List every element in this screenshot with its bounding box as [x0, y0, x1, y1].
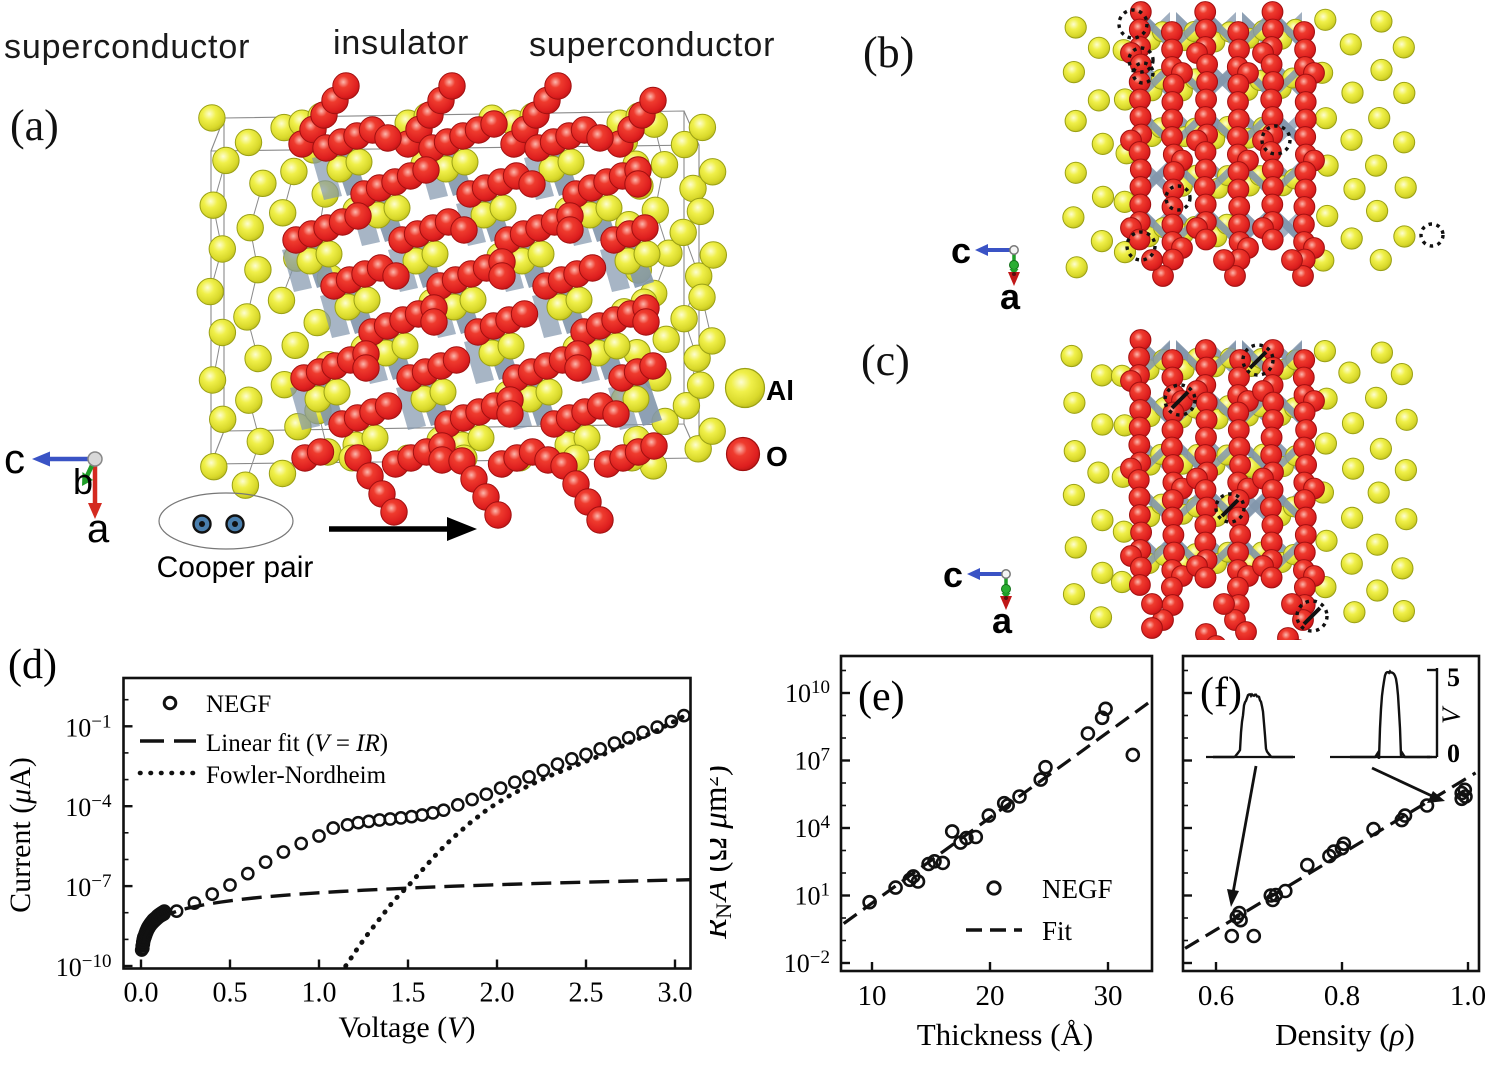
svg-text:Al: Al	[766, 375, 794, 406]
svg-text:0.6: 0.6	[1198, 980, 1234, 1012]
svg-text:Fowler-Nordheim: Fowler-Nordheim	[206, 762, 387, 789]
svg-text:b: b	[73, 461, 93, 502]
svg-text:1.5: 1.5	[391, 978, 426, 1009]
svg-text:2.5: 2.5	[569, 978, 604, 1009]
svg-text:c: c	[943, 554, 963, 595]
svg-text:5: 5	[1447, 663, 1460, 692]
svg-text:RNA (Ω μm2): RNA (Ω μm2)	[710, 765, 736, 940]
svg-text:Density (ρ): Density (ρ)	[1275, 1017, 1415, 1052]
svg-text:Voltage (V): Voltage (V)	[339, 1011, 476, 1044]
svg-text:c: c	[951, 230, 971, 271]
svg-text:0: 0	[1447, 739, 1460, 768]
svg-text:NEGF: NEGF	[1042, 874, 1113, 904]
svg-text:101: 101	[795, 880, 831, 911]
svg-text:Cooper pair: Cooper pair	[157, 551, 314, 584]
svg-text:10−10: 10−10	[56, 951, 112, 982]
svg-text:(f): (f)	[1200, 670, 1242, 716]
svg-text:1.0: 1.0	[1450, 980, 1486, 1012]
svg-text:1010: 1010	[785, 677, 830, 708]
svg-text:(d): (d)	[8, 642, 57, 688]
svg-text:a: a	[992, 600, 1013, 640]
svg-text:Current (μA): Current (μA)	[4, 757, 37, 913]
svg-text:104: 104	[795, 812, 831, 843]
svg-text:0.8: 0.8	[1324, 980, 1360, 1012]
svg-text:NEGF: NEGF	[206, 691, 271, 718]
svg-text:3.0: 3.0	[658, 978, 693, 1009]
svg-text:2.0: 2.0	[480, 978, 515, 1009]
svg-text:Thickness (Å): Thickness (Å)	[917, 1017, 1093, 1052]
svg-text:O: O	[766, 441, 788, 472]
svg-text:a: a	[1000, 276, 1021, 317]
svg-text:V: V	[1437, 705, 1466, 724]
svg-text:10−7: 10−7	[65, 871, 111, 902]
svg-text:30: 30	[1094, 980, 1123, 1012]
svg-text:1.0: 1.0	[302, 978, 337, 1009]
svg-text:Linear fit (V = IR): Linear fit (V = IR)	[206, 730, 388, 757]
svg-text:10−2: 10−2	[784, 947, 830, 978]
svg-text:0.5: 0.5	[213, 978, 248, 1009]
svg-text:10−4: 10−4	[65, 791, 112, 822]
svg-text:Fit: Fit	[1042, 916, 1073, 946]
svg-text:a: a	[87, 507, 110, 551]
svg-text:c: c	[4, 435, 25, 482]
svg-text:0.0: 0.0	[124, 978, 159, 1009]
svg-text:107: 107	[795, 745, 831, 776]
svg-text:20: 20	[976, 980, 1005, 1012]
svg-text:10−1: 10−1	[65, 711, 111, 742]
svg-text:10: 10	[858, 980, 887, 1012]
svg-text:(e): (e)	[858, 674, 905, 720]
